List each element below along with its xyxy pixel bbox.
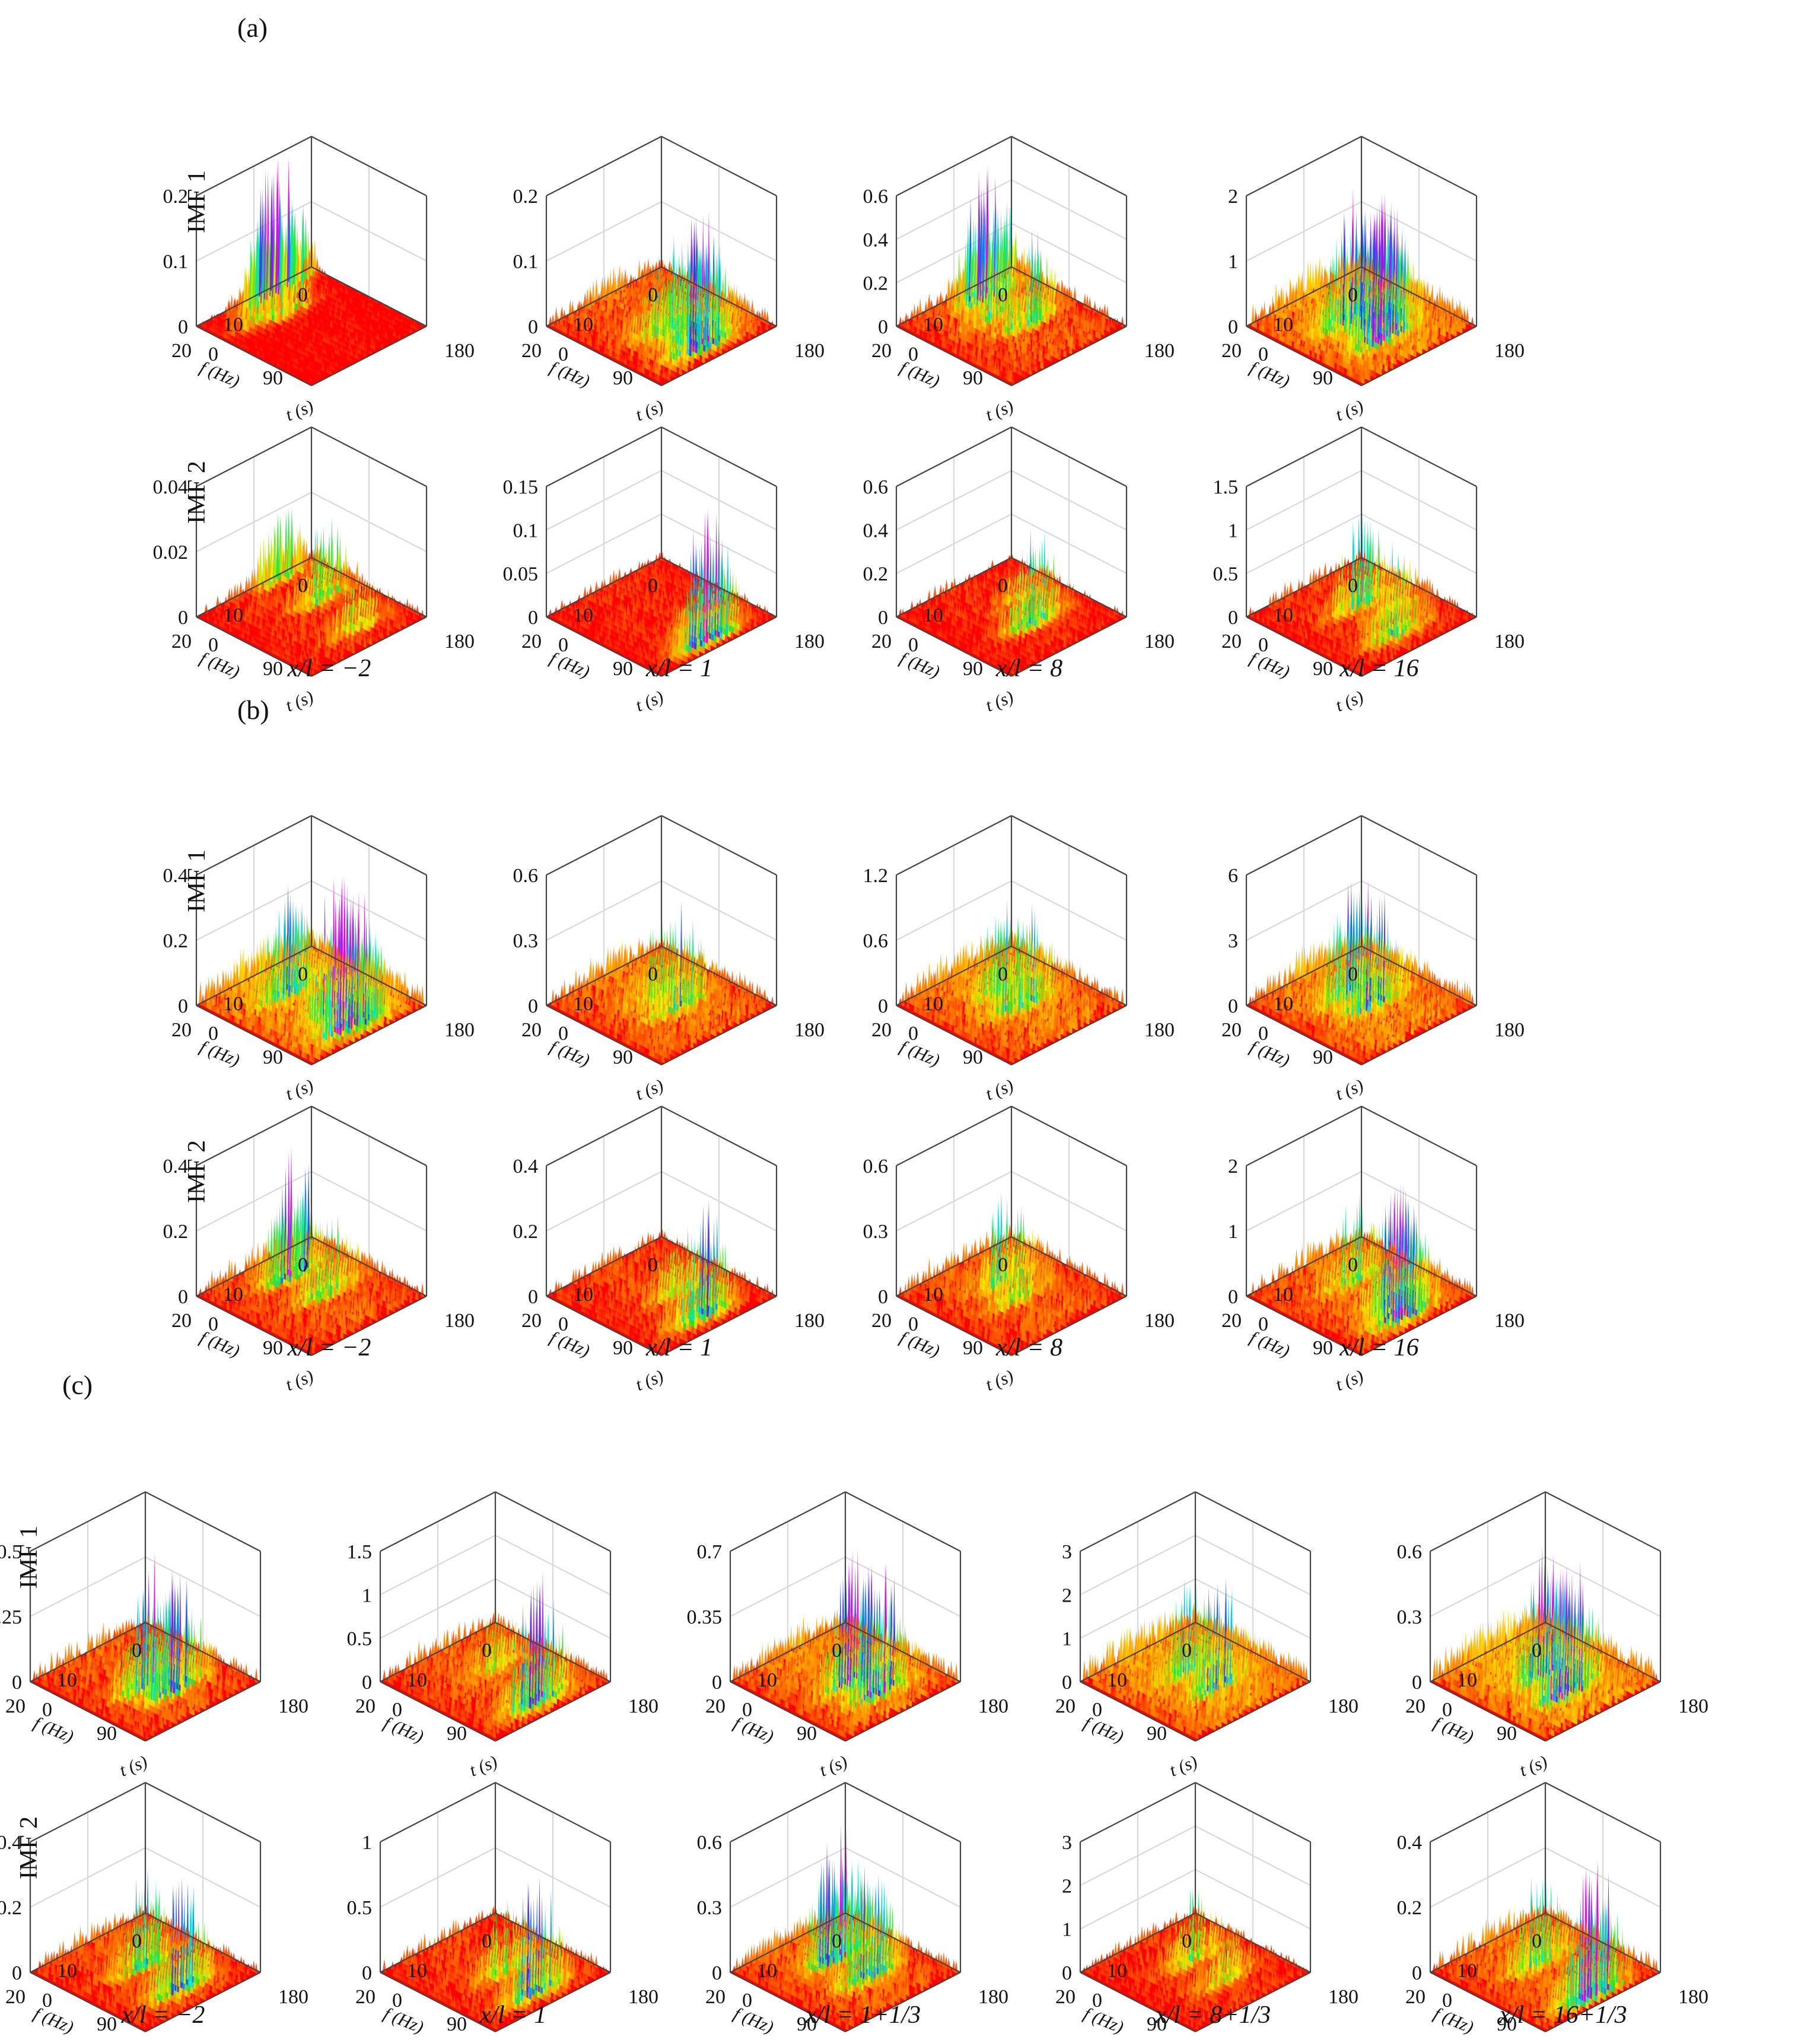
f-tick-label: 20 — [171, 340, 192, 362]
panel-letter: (c) — [62, 1370, 93, 1400]
t-tick-label: 180 — [444, 340, 475, 362]
z-tick-label: 0 — [178, 316, 188, 338]
t-tick-label: 180 — [1144, 340, 1175, 362]
z-tick-label: 0.1 — [513, 251, 539, 273]
t-axis-label: t (s) — [633, 396, 666, 425]
f-axis-label: f (Hz) — [1247, 358, 1292, 392]
f-tick-label: 10 — [923, 314, 943, 336]
t-tick-label: 180 — [1494, 340, 1525, 362]
z-tick-label: 1 — [1228, 251, 1238, 273]
f-tick-label: 20 — [1221, 340, 1242, 362]
z-tick-label: 2 — [1228, 186, 1238, 208]
t-tick-label: 90 — [263, 367, 283, 389]
z-tick-label: 0.6 — [863, 186, 889, 208]
surface-spike — [1121, 316, 1124, 328]
f-axis-label: f (Hz) — [547, 358, 592, 392]
surface-spike — [1088, 297, 1092, 311]
t-tick-label: 90 — [613, 367, 633, 389]
f-tick-label: 20 — [871, 340, 892, 362]
t-tick-label: 90 — [1313, 367, 1333, 389]
f-axis-label: f (Hz) — [897, 358, 942, 392]
f-tick-label: 10 — [573, 314, 593, 336]
surface-spike — [1471, 316, 1474, 328]
t-tick-label: 90 — [963, 367, 983, 389]
z-tick-label: 0.2 — [513, 186, 539, 208]
z-tick-label: 0.4 — [863, 229, 889, 251]
t-axis-label: t (s) — [983, 396, 1016, 425]
panel-letter: (b) — [237, 695, 269, 725]
t-axis-label: t (s) — [1333, 396, 1366, 425]
f-tick-label: 0 — [298, 284, 308, 306]
surface-spike — [1106, 305, 1109, 320]
t-tick-label: 180 — [794, 340, 825, 362]
f-tick-label: 20 — [521, 340, 542, 362]
panel-letter: (a) — [237, 12, 268, 43]
z-tick-label: 0 — [1228, 316, 1238, 338]
surface-spike — [595, 278, 599, 303]
f-axis-label: f (Hz) — [197, 358, 242, 392]
t-axis-label: t (s) — [283, 396, 316, 425]
z-tick-label: 0 — [878, 316, 888, 338]
f-tick-label: 10 — [1273, 314, 1293, 336]
f-tick-label: 10 — [223, 314, 243, 336]
z-tick-label: 0 — [528, 316, 538, 338]
f-tick-label: 0 — [998, 284, 1008, 306]
f-tick-label: 0 — [1348, 284, 1358, 306]
z-tick-label: 0.1 — [163, 251, 189, 273]
z-tick-label: 0.2 — [863, 273, 889, 295]
surface-spike — [766, 310, 769, 325]
f-tick-label: 0 — [648, 284, 658, 306]
